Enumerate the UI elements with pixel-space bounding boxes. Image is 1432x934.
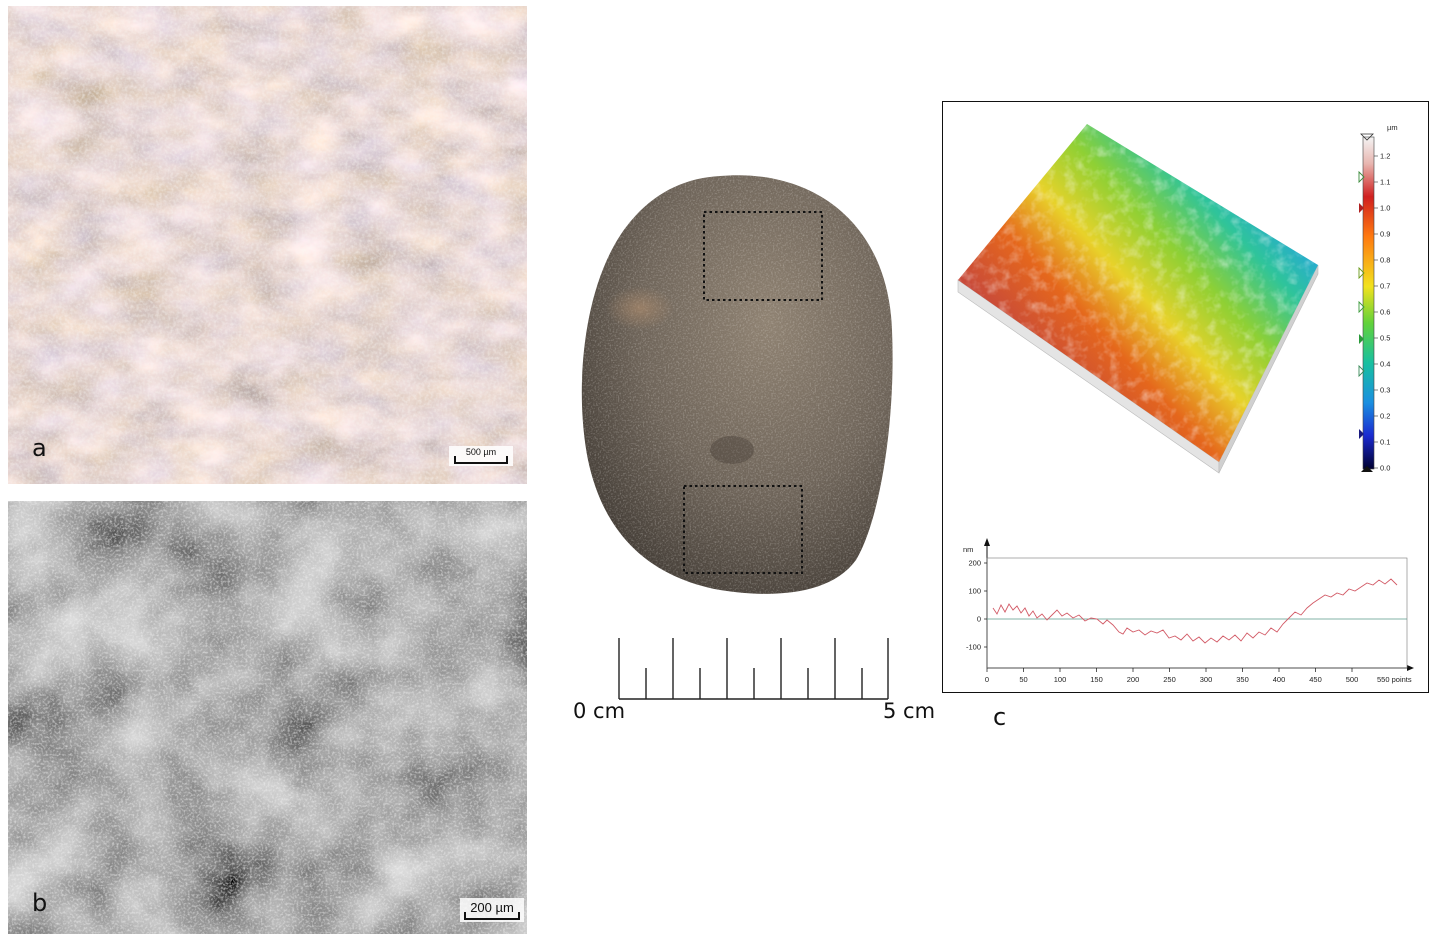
profile-curve bbox=[992, 578, 1398, 644]
ruler bbox=[618, 638, 889, 700]
pebble-svg bbox=[581, 175, 893, 700]
color-scale-tick-label: 0.7 bbox=[1380, 282, 1390, 291]
color-scale-unit: µm bbox=[1387, 123, 1398, 132]
profile-x-tick-label: 500 bbox=[1346, 675, 1359, 684]
profile-y-tick-label: 100 bbox=[968, 587, 981, 596]
micrograph-b: b 200 µm bbox=[8, 501, 527, 934]
color-scale-ticks: 1.2 1.1 1.0 0.9 0.8 0.7 0.6 0.5 0.4 0.3 0.2 0.1 0.0 bbox=[1374, 152, 1390, 473]
profile-x-tick-label: 450 bbox=[1309, 675, 1322, 684]
color-scale-tick-label: 0.2 bbox=[1380, 412, 1390, 421]
scale-bar-b-label: 200 µm bbox=[470, 900, 514, 915]
micrograph-a: a 500 µm bbox=[8, 6, 527, 484]
profile-chart: nm 200 100 0 -100 0 50 100 150 200 250 300 350 400 4… bbox=[963, 538, 1414, 684]
scale-bar-b-line bbox=[464, 912, 520, 920]
color-scale-tick-label: 1.0 bbox=[1380, 204, 1390, 213]
panel-letter-b: b bbox=[32, 889, 48, 917]
sample-area-upper bbox=[703, 211, 823, 301]
pebble-stain bbox=[606, 286, 674, 330]
topography-block-front bbox=[1218, 264, 1319, 474]
scale-bar-a: 500 µm bbox=[449, 446, 513, 466]
ruler-end-label: 5 cm bbox=[883, 699, 936, 723]
color-scale-tick-label: 0.0 bbox=[1380, 464, 1390, 473]
profile-x-tick-label: 300 bbox=[1200, 675, 1213, 684]
profile-y-ticks: 200 100 0 -100 bbox=[966, 559, 987, 652]
profile-x-tick-label: 100 bbox=[1054, 675, 1067, 684]
profile-x-tick-label: 250 bbox=[1163, 675, 1176, 684]
pebble-dark-spot bbox=[710, 436, 754, 464]
color-scale-tick-label: 0.1 bbox=[1380, 438, 1390, 447]
profile-y-tick-label: 0 bbox=[977, 615, 981, 624]
color-scale-tick-label: 0.5 bbox=[1380, 334, 1390, 343]
panel-letter-c: c bbox=[993, 703, 1007, 731]
profile-y-tick-label: 200 bbox=[968, 559, 981, 568]
profile-x-tick-label: 400 bbox=[1273, 675, 1286, 684]
color-scale-tick-label: 0.6 bbox=[1380, 308, 1390, 317]
pebble-figure bbox=[560, 160, 940, 740]
scale-bar-b: 200 µm bbox=[460, 898, 524, 922]
sample-area-lower bbox=[683, 485, 803, 574]
profile-x-tick-label: 200 bbox=[1127, 675, 1140, 684]
micrograph-a-texture bbox=[8, 6, 527, 484]
color-scale-tick-label: 1.2 bbox=[1380, 152, 1390, 161]
profile-y-unit: nm bbox=[963, 545, 973, 554]
pebble-texture bbox=[581, 175, 893, 594]
topography-surface-texture bbox=[958, 124, 1318, 462]
topography-svg: µm 1.2 1.1 1.0 0.9 0.8 0.7 0.6 0.5 0.4 0.3 0.2 0.1 0… bbox=[957, 123, 1414, 684]
color-scale-tick-label: 1.1 bbox=[1380, 178, 1390, 187]
profile-x-tick-label: 350 bbox=[1236, 675, 1249, 684]
profile-y-tick-label: -100 bbox=[966, 643, 981, 652]
scale-bar-a-line bbox=[454, 456, 508, 464]
profile-x-tick-label: 0 bbox=[985, 675, 989, 684]
color-scale-bar: µm 1.2 1.1 1.0 0.9 0.8 0.7 0.6 0.5 0.4 0.3 0.2 0.1 0… bbox=[1358, 123, 1398, 473]
color-scale-tick-label: 0.4 bbox=[1380, 360, 1390, 369]
scale-bar-a-label: 500 µm bbox=[465, 447, 497, 457]
panel-letter-a: a bbox=[32, 434, 47, 462]
profile-x-tick-label: 50 bbox=[1019, 675, 1027, 684]
color-scale-tick-label: 0.9 bbox=[1380, 230, 1390, 239]
ruler-start-label: 0 cm bbox=[573, 699, 626, 723]
profile-x-tick-label: 150 bbox=[1090, 675, 1103, 684]
profile-x-end-label: 550 points bbox=[1377, 675, 1412, 684]
profile-x-ticks: 0 50 100 150 200 250 300 350 400 450 500 bbox=[985, 668, 1358, 684]
color-scale-tick-label: 0.8 bbox=[1380, 256, 1390, 265]
micrograph-b-texture bbox=[8, 501, 527, 934]
color-scale-tick-label: 0.3 bbox=[1380, 386, 1390, 395]
topography-panel: µm 1.2 1.1 1.0 0.9 0.8 0.7 0.6 0.5 0.4 0.3 0.2 0.1 0… bbox=[942, 101, 1429, 693]
